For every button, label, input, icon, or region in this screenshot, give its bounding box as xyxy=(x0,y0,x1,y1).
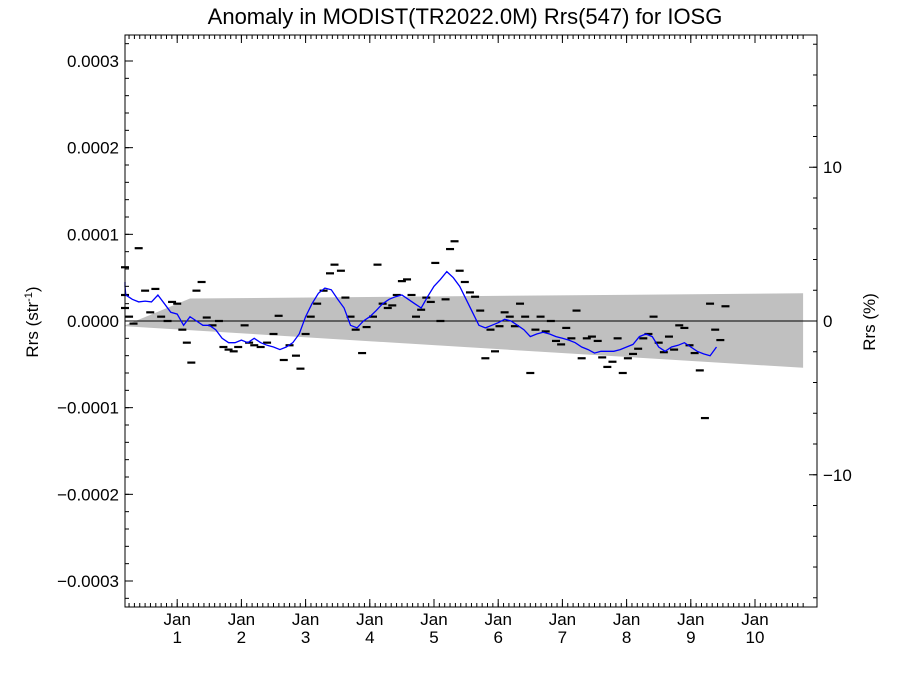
y-tick-label-right: 0 xyxy=(823,312,832,331)
y-axis-label-left-superscript: -1 xyxy=(23,292,35,302)
x-tick-label-month: Jan xyxy=(356,610,383,629)
y-tick-label-left: 0.0003 xyxy=(67,52,119,71)
x-tick-label-month: Jan xyxy=(292,610,319,629)
x-tick-label-year: 1 xyxy=(172,628,181,647)
y-axis-label-left: Rrs (str-1) xyxy=(23,286,42,357)
x-tick-label-month: Jan xyxy=(163,610,190,629)
y-tick-label-left: 0.0001 xyxy=(67,225,119,244)
y-tick-label-right: −10 xyxy=(823,466,852,485)
x-tick-label-month: Jan xyxy=(549,610,576,629)
chart-title: Anomaly in MODIST(TR2022.0M) Rrs(547) fo… xyxy=(208,4,723,29)
x-tick-label-year: 10 xyxy=(746,628,765,647)
y-tick-label-left: 0.0000 xyxy=(67,312,119,331)
plot-area xyxy=(121,240,817,420)
x-tick-label-month: Jan xyxy=(484,610,511,629)
y-axis-label-right: Rrs (%) xyxy=(860,293,879,351)
x-tick-label-month: Jan xyxy=(677,610,704,629)
x-tick-label-year: 2 xyxy=(237,628,246,647)
smoothed-anomaly-line xyxy=(124,270,718,357)
x-tick-label-year: 5 xyxy=(429,628,438,647)
x-tick-label-month: Jan xyxy=(228,610,255,629)
y-tick-label-right: 10 xyxy=(823,158,842,177)
x-tick-label-month: Jan xyxy=(741,610,768,629)
x-tick-label-year: 6 xyxy=(493,628,502,647)
x-tick-label-year: 7 xyxy=(558,628,567,647)
y-tick-label-left: −0.0003 xyxy=(57,572,119,591)
x-tick-label-year: 4 xyxy=(365,628,374,647)
y-tick-label-left: −0.0001 xyxy=(57,399,119,418)
axes: 0.0003 0.0002 0.0001 0.0000 −0.0001 −0.0002 −0… xyxy=(57,35,852,647)
y-tick-label-left: 0.0002 xyxy=(67,139,119,158)
x-tick-label-year: 3 xyxy=(301,628,310,647)
x-tick-label-month: Jan xyxy=(613,610,640,629)
uncertainty-band xyxy=(125,293,804,368)
y-axis-label-left-close: ) xyxy=(23,286,42,292)
y-tick-label-left: −0.0002 xyxy=(57,485,119,504)
x-tick-label-year: 9 xyxy=(686,628,695,647)
y-axis-label-left-text: Rrs (str xyxy=(23,302,42,358)
x-tick-label-month: Jan xyxy=(420,610,447,629)
x-tick-label-year: 8 xyxy=(622,628,631,647)
